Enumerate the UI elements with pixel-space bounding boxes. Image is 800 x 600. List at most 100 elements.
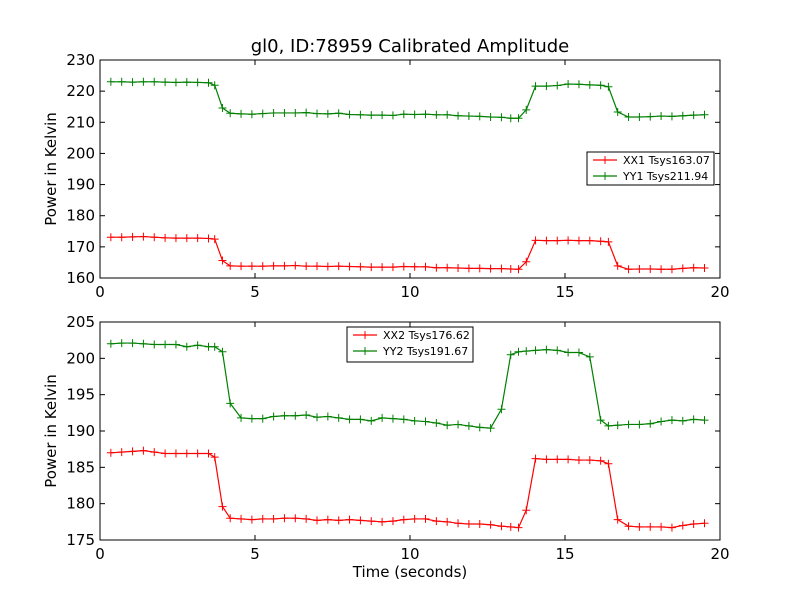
data-point <box>117 233 126 242</box>
y-tick-label: 175 <box>66 531 95 549</box>
data-point <box>635 112 644 121</box>
data-point <box>150 340 159 349</box>
data-point <box>182 342 191 351</box>
data-point <box>689 520 698 529</box>
data-point <box>367 416 376 425</box>
y-tick-label: 200 <box>66 349 95 367</box>
data-point <box>388 414 397 423</box>
data-point <box>171 340 180 349</box>
data-point <box>432 517 441 526</box>
data-point <box>531 454 540 463</box>
data-point <box>475 423 484 432</box>
data-point <box>443 263 452 272</box>
y-tick-label: 205 <box>66 313 95 331</box>
data-point <box>171 449 180 458</box>
data-point <box>388 517 397 526</box>
data-point <box>646 112 655 121</box>
data-point <box>291 514 300 523</box>
data-point <box>613 515 622 524</box>
data-point <box>464 264 473 273</box>
y-tick-label: 220 <box>66 82 95 100</box>
data-point <box>522 105 531 114</box>
data-point <box>106 77 115 86</box>
legend-label: YY2 Tsys191.67 <box>382 345 468 358</box>
data-point <box>204 234 213 243</box>
data-point <box>378 517 387 526</box>
data-point <box>497 405 506 414</box>
x-tick-label: 20 <box>710 283 729 301</box>
data-point <box>399 110 408 119</box>
data-point <box>258 262 267 271</box>
data-point <box>531 236 540 245</box>
data-point <box>443 110 452 119</box>
data-point <box>635 522 644 531</box>
data-point <box>106 339 115 348</box>
data-point <box>139 446 148 455</box>
x-tick-label: 15 <box>555 283 574 301</box>
data-point <box>302 108 311 117</box>
data-point <box>247 414 256 423</box>
data-point <box>182 78 191 87</box>
x-tick-label: 10 <box>400 545 419 563</box>
data-point <box>313 413 321 422</box>
data-point <box>443 421 452 430</box>
data-point <box>475 264 484 273</box>
data-point <box>506 114 515 123</box>
panel-1: 0 5 10 15 20 160 170 180 190 200 210 220 230 Power in… <box>42 51 730 301</box>
data-point <box>564 79 573 88</box>
data-point <box>128 78 137 87</box>
data-point <box>399 515 408 524</box>
data-point <box>475 520 484 529</box>
data-point <box>399 262 408 271</box>
data-point <box>210 235 219 244</box>
legend-label: XX2 Tsys176.62 <box>383 329 470 342</box>
data-point <box>624 112 633 121</box>
data-point <box>646 522 655 531</box>
data-point <box>574 348 583 357</box>
data-point <box>678 111 687 120</box>
data-point <box>635 420 644 429</box>
data-point <box>657 112 666 121</box>
data-point <box>553 346 562 355</box>
data-point <box>564 455 573 464</box>
data-point <box>678 416 687 425</box>
data-point <box>117 77 126 86</box>
data-point <box>280 514 289 523</box>
data-point <box>497 113 506 122</box>
data-point <box>506 522 515 531</box>
data-point <box>237 262 246 271</box>
data-point <box>193 78 202 87</box>
data-point <box>604 421 613 430</box>
data-point <box>356 262 365 271</box>
data-point <box>613 261 622 270</box>
data-point <box>689 111 698 120</box>
data-point <box>613 108 622 117</box>
data-point <box>323 109 332 118</box>
data-point <box>367 263 376 272</box>
data-point <box>345 262 354 271</box>
data-point <box>667 265 676 274</box>
data-point <box>454 420 463 429</box>
data-point <box>585 80 594 89</box>
y-tick-label: 180 <box>66 495 95 513</box>
data-point <box>345 110 354 119</box>
data-point <box>667 112 676 121</box>
data-point <box>689 415 698 424</box>
data-point <box>585 456 594 465</box>
data-point <box>700 264 709 273</box>
data-point <box>171 78 180 87</box>
data-point <box>117 339 126 348</box>
data-point <box>410 416 419 425</box>
x-tick-label: 0 <box>95 283 105 301</box>
data-point <box>514 114 523 123</box>
data-point <box>302 411 311 420</box>
series-line-1-2 <box>110 81 705 119</box>
x-tick-label: 15 <box>555 545 574 563</box>
data-point <box>454 264 463 273</box>
data-point <box>161 233 170 242</box>
legend-label: YY1 Tsys211.94 <box>622 170 708 183</box>
data-point <box>117 448 126 457</box>
data-point <box>218 256 227 265</box>
data-point <box>182 234 191 243</box>
